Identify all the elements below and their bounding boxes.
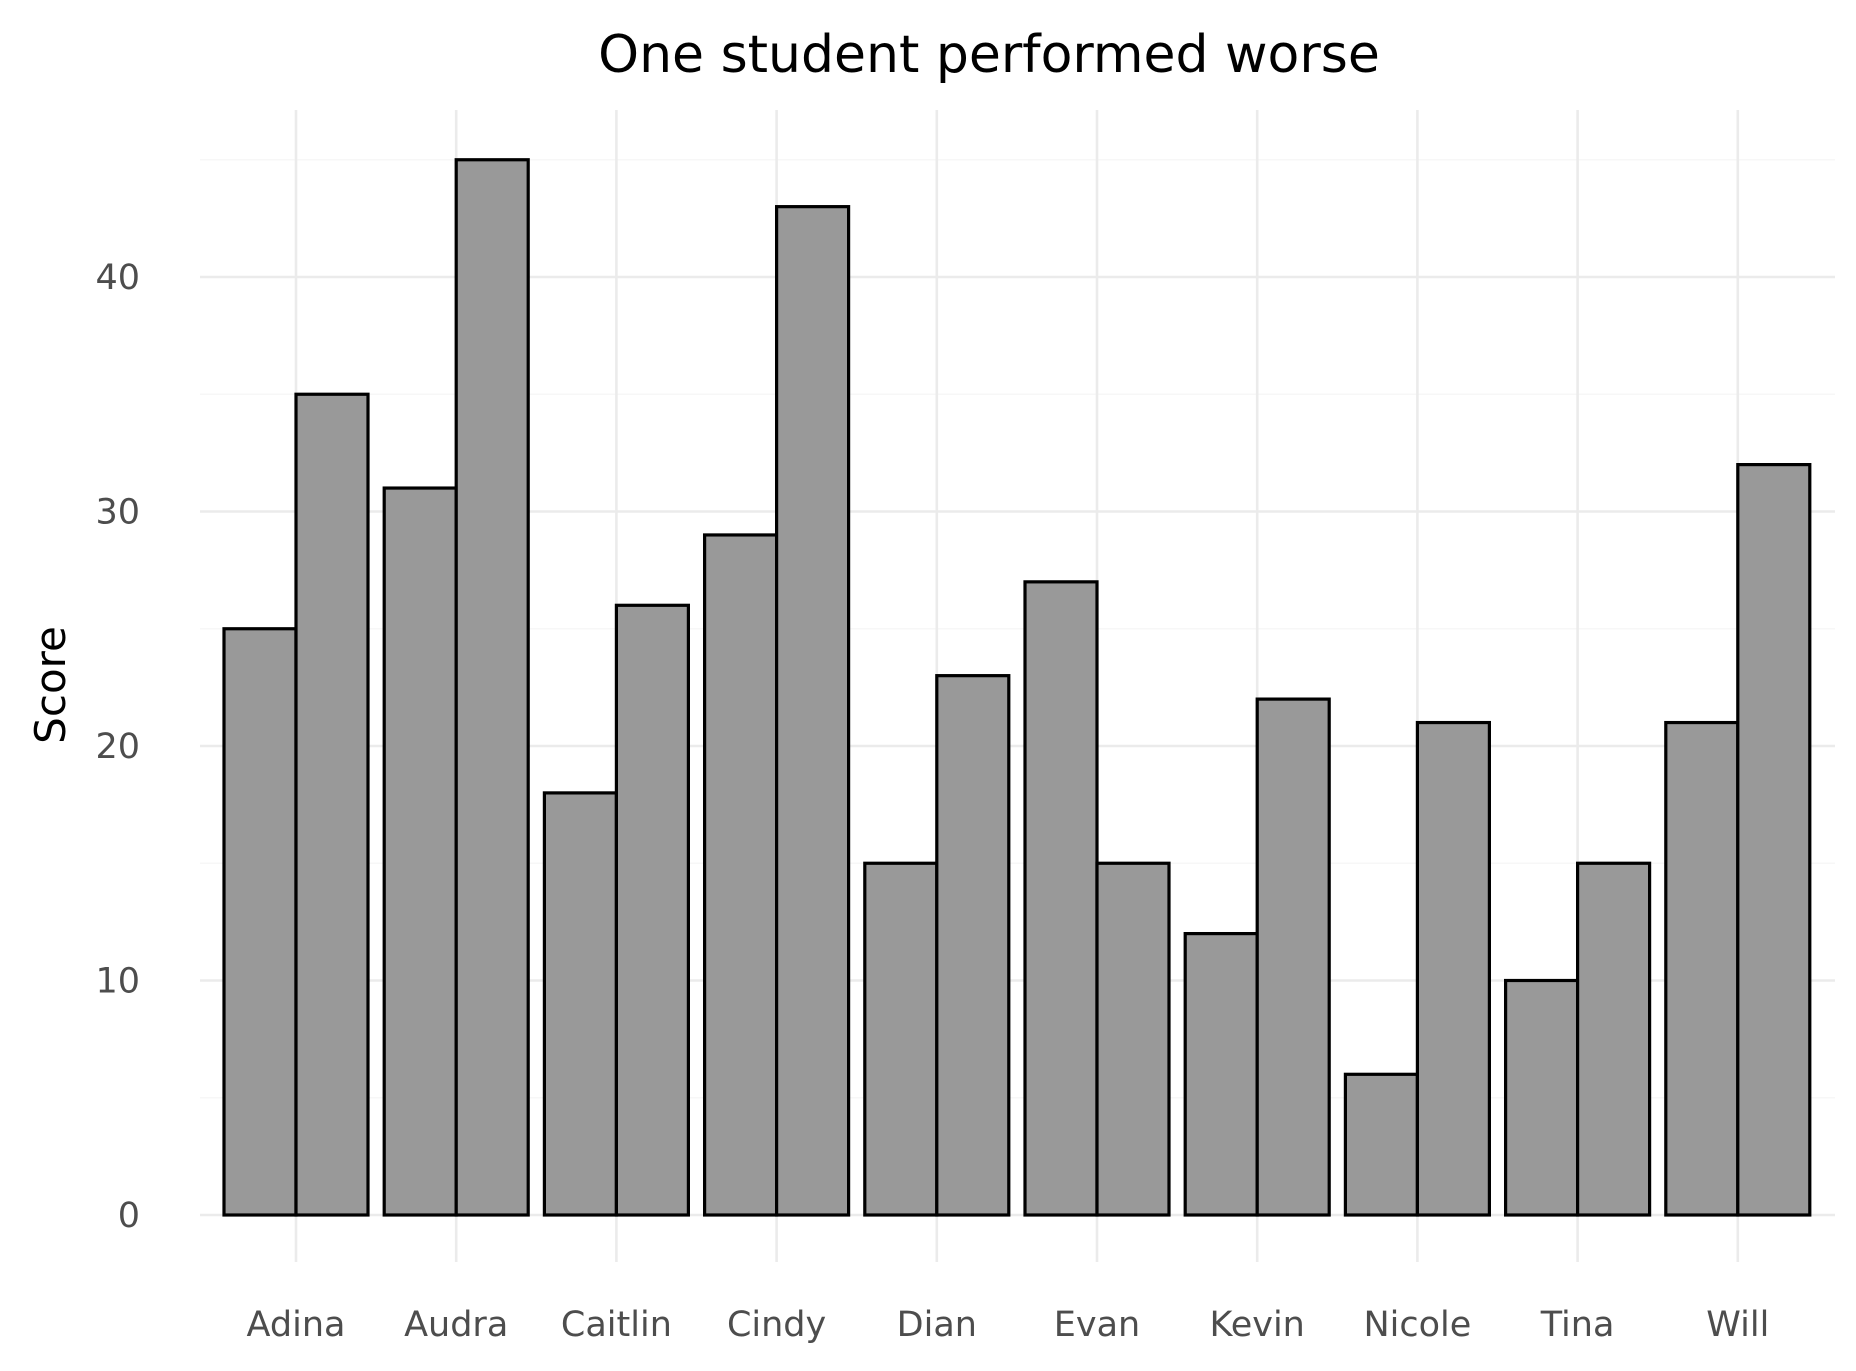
y-axis-label: Score xyxy=(26,626,75,744)
bar-cindy-1 xyxy=(702,533,779,1217)
bar-dian-1 xyxy=(863,861,939,1217)
bar-will-2 xyxy=(1736,463,1812,1217)
y-tick-label: 40 xyxy=(95,258,140,298)
bar-kevin-1 xyxy=(1183,931,1259,1217)
y-tick-label: 30 xyxy=(95,493,140,533)
bar-adina-2 xyxy=(294,392,370,1217)
bar-caitlin-2 xyxy=(614,603,691,1217)
x-tick-label: Audra xyxy=(404,1305,508,1345)
bars xyxy=(222,158,1812,1217)
chart-title: One student performed worse xyxy=(598,25,1380,85)
x-axis-ticks: Adina Audra Caitlin Cindy Dian Evan Kevin Nicol… xyxy=(247,1305,1770,1345)
y-tick-label: 10 xyxy=(95,962,140,1002)
bar-cindy-2 xyxy=(774,205,851,1217)
bar-nicole-2 xyxy=(1415,720,1492,1217)
x-tick-label: Evan xyxy=(1054,1305,1140,1345)
bar-tina-2 xyxy=(1575,861,1652,1217)
bar-audra-2 xyxy=(454,158,530,1217)
bar-kevin-2 xyxy=(1255,697,1331,1217)
x-tick-label: Caitlin xyxy=(561,1305,672,1345)
bar-evan-2 xyxy=(1095,861,1171,1217)
bar-will-1 xyxy=(1664,720,1740,1217)
bar-audra-1 xyxy=(382,486,458,1217)
bar-evan-1 xyxy=(1023,580,1099,1217)
x-tick-label: Cindy xyxy=(727,1305,826,1345)
x-tick-label: Adina xyxy=(247,1305,346,1345)
y-tick-label: 20 xyxy=(95,727,140,767)
x-tick-label: Dian xyxy=(897,1305,977,1345)
y-axis-ticks: 0 10 20 30 40 xyxy=(95,258,140,1236)
x-tick-label: Will xyxy=(1706,1305,1769,1345)
x-tick-label: Nicole xyxy=(1363,1305,1471,1345)
bar-tina-1 xyxy=(1503,978,1580,1217)
bar-caitlin-1 xyxy=(542,791,619,1217)
x-tick-label: Tina xyxy=(1540,1305,1615,1345)
x-tick-label: Kevin xyxy=(1210,1305,1305,1345)
bar-adina-1 xyxy=(222,627,298,1217)
bar-nicole-1 xyxy=(1343,1072,1420,1217)
y-tick-label: 0 xyxy=(118,1196,140,1236)
bar-dian-2 xyxy=(935,674,1011,1217)
